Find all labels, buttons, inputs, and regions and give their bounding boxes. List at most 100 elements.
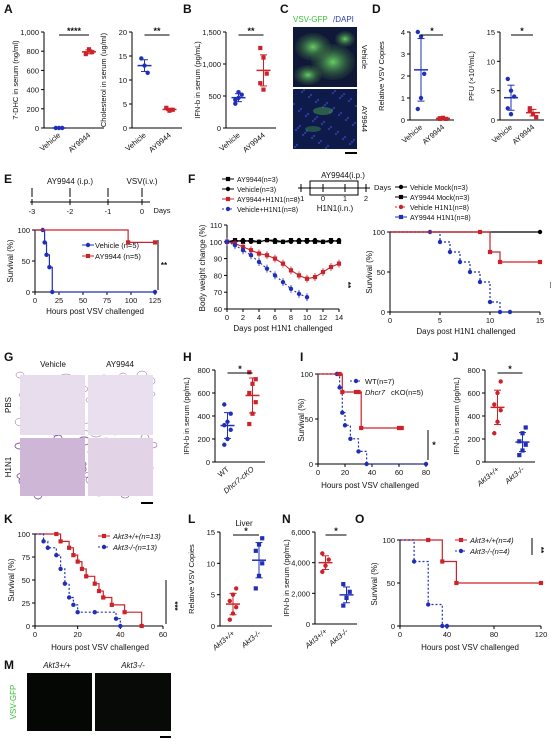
d1-data-point [444, 116, 449, 121]
k-y-tick-label: 75 [22, 553, 30, 562]
dapi-nucleus [353, 121, 357, 125]
l-data-point [227, 617, 232, 622]
dapi-nucleus [315, 115, 319, 119]
dapi-nucleus [340, 94, 344, 98]
i-legend-marker [353, 389, 359, 395]
panel-label-i: I [300, 350, 304, 364]
f-data-point [336, 237, 342, 243]
d2-data-point [527, 106, 532, 111]
dapi-nucleus [299, 107, 303, 111]
a2-data-point [170, 107, 175, 112]
f-data-point [280, 279, 286, 285]
f-timeline-box [309, 180, 359, 196]
k-ko-event-marker [66, 595, 72, 600]
dapi-nucleus [307, 95, 311, 99]
j-data-point [492, 402, 497, 407]
f-data-point [264, 237, 270, 243]
i-wt-event-marker [337, 385, 342, 390]
k-legend-wt: Akt3+/+(n=13) [112, 532, 161, 541]
l-y-tick-label: 0 [211, 622, 215, 631]
f-data-point [304, 295, 310, 300]
dapi-nucleus [339, 111, 343, 115]
f-data-point [312, 274, 318, 280]
i-x-label: Hours post VSV challenged [321, 481, 419, 490]
k-y-tick-label: 50 [22, 576, 30, 585]
j-y-tick-label: 0 [476, 458, 480, 467]
d1-y-tick-label: 0 [401, 116, 405, 125]
h-data-point [253, 377, 258, 382]
k-wt-event-marker [84, 574, 89, 579]
dapi-nucleus [326, 144, 330, 148]
n-y-tick-label: 0 [306, 620, 310, 629]
f-data-point [288, 239, 294, 244]
f-right-x-label: Days post H1N1 challenged [416, 327, 515, 336]
f-legend-label: AY9944+H1N1(n=8) [237, 197, 300, 204]
a2-data-point [139, 56, 144, 61]
n-y-tick-label: 4,000 [291, 559, 310, 568]
i-cko-event-marker [337, 371, 342, 377]
f-right-legend-label: Vehicle Mock(n=3) [410, 185, 468, 192]
a2-y-tick-label: 0 [123, 124, 127, 133]
h-y-tick-label: 0 [206, 458, 210, 467]
e-y-label: Survival (%) [6, 239, 15, 282]
l-y-tick-label: 10 [207, 559, 215, 568]
k-ko-event-marker [92, 610, 97, 615]
o-y-tick-label: 100 [382, 536, 395, 545]
e-ay9944-survival-curve [35, 229, 155, 243]
f-legend-marker [225, 206, 231, 212]
f-data-point [232, 242, 238, 248]
panel-label-b: B [183, 2, 192, 16]
b-data-point [233, 97, 238, 103]
vsv-gfp-akt3-ko-image [95, 673, 171, 731]
f-legend-label: AY9944(n=3) [237, 177, 278, 184]
b-category-label: AY9944 [241, 131, 267, 155]
f-data-point [256, 259, 262, 265]
dapi-nucleus [300, 90, 304, 94]
dapi-nucleus [316, 98, 320, 102]
f-x-tick-label: 12 [319, 313, 327, 322]
panel-label-j: J [452, 350, 459, 364]
k-ko-event-marker [113, 616, 119, 621]
a2-y-tick-label: 20 [119, 28, 127, 37]
e-timeline-ay9944: AY9944 (i.p.) [47, 177, 93, 186]
o-ko-event-marker [426, 602, 431, 607]
h-y-tick-label: 600 [197, 389, 210, 398]
k-wt-event-marker [139, 623, 144, 629]
j-y-tick-label: 400 [467, 412, 480, 421]
f-data-point [280, 261, 286, 266]
k-ko-event-marker [45, 545, 50, 550]
e-x-label: Hours post VSV challenged [46, 307, 144, 316]
dapi-nucleus [306, 112, 310, 116]
f-y-tick-label: 60 [214, 305, 222, 314]
l-y-tick-label: 15 [207, 528, 215, 537]
n-data-point [341, 582, 346, 587]
d1-y-label: Relative VSV Copies [377, 41, 386, 111]
e-x-tick-label: 75 [103, 296, 111, 305]
dapi-nucleus [323, 103, 327, 107]
d2-data-point [508, 88, 514, 93]
a1-data-point [56, 125, 62, 131]
a1-data-point [86, 47, 92, 52]
i-legend-dhcr7: Dhcr7 [365, 388, 386, 397]
l-data-point [230, 592, 236, 597]
f-data-point [304, 276, 310, 281]
a1-y-tick-label: 800 [26, 47, 39, 56]
d2-category-label: AY9944 [510, 123, 536, 147]
o-ko-survival-curve [400, 539, 447, 627]
b-data-point [236, 89, 241, 95]
dapi-nucleus [333, 89, 337, 93]
f-right-y-tick-label: 100 [372, 228, 385, 237]
f-x-tick-label: 2 [241, 313, 245, 322]
n-y-tick-label: 6,000 [291, 528, 310, 537]
dapi-nucleus [332, 106, 336, 110]
panel-label-o: O [355, 512, 365, 526]
e-y-tick-label: 50 [22, 257, 30, 266]
d2-y-tick-label: 5 [491, 87, 495, 96]
dapi-nucleus [297, 109, 301, 113]
l-data-point [234, 586, 239, 591]
j-category-label: Akt3+/+ [474, 464, 501, 489]
d2-data-point [512, 94, 517, 99]
a2-category-label: AY9944 [147, 131, 173, 155]
h-data-point [222, 442, 227, 447]
f-data-point [320, 269, 326, 275]
